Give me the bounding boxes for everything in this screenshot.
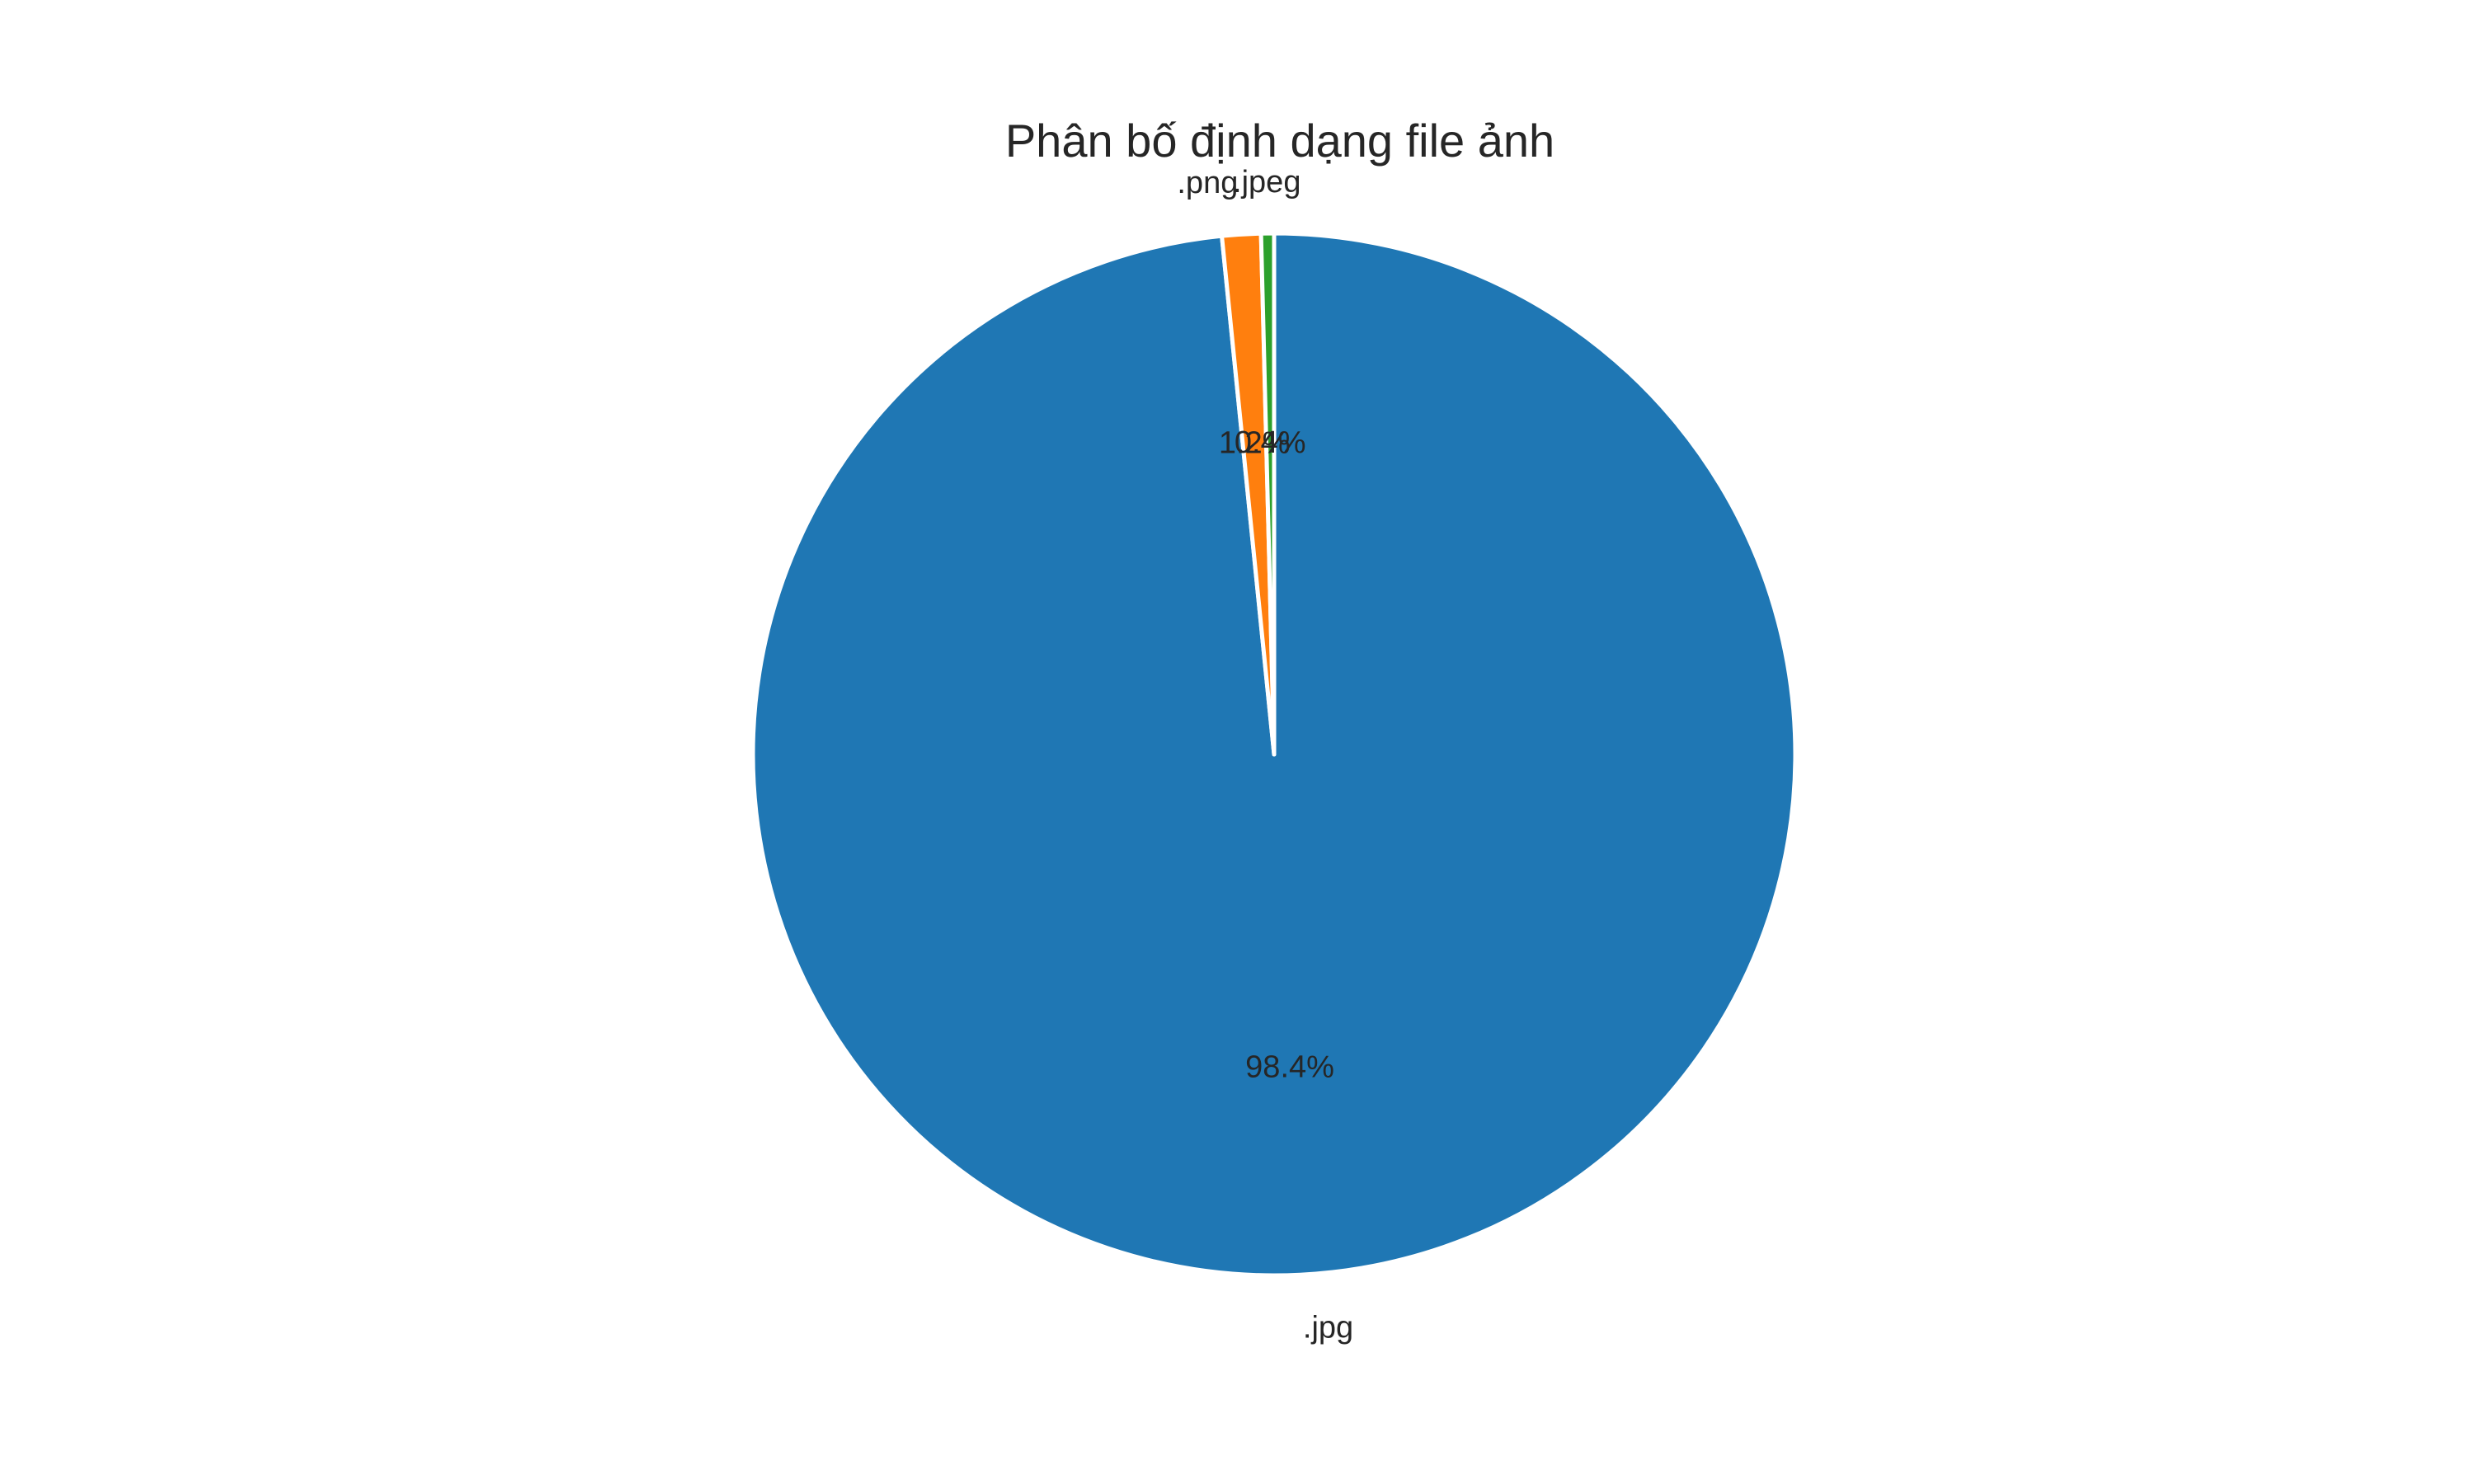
pie-labels: .jpg 98.4% .png 1.2% .jpeg 0.4%	[1177, 165, 1353, 1345]
slice-percent-png: 1.2%	[1219, 426, 1291, 461]
slice-label-jpeg: .jpeg	[1233, 165, 1300, 200]
chart-title: Phân bố định dạng file ảnh	[1005, 115, 1554, 167]
slice-label-png: .png	[1177, 166, 1238, 200]
pie-slice-jpeg	[1258, 231, 1277, 757]
pie-slices	[750, 231, 1798, 1278]
slice-percent-jpeg: 0.4%	[1235, 425, 1306, 460]
slice-percent-jpg: 98.4%	[1245, 1050, 1334, 1085]
slice-label-jpg: .jpg	[1303, 1310, 1353, 1345]
